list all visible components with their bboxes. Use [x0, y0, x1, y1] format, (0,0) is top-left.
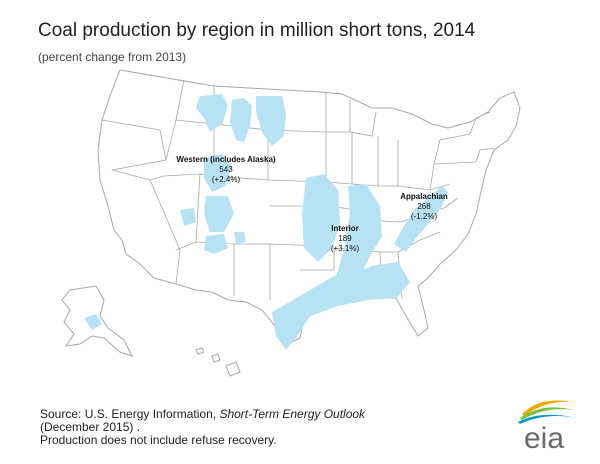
us-coal-map: Western (includes Alaska) 543 (+2.4%) In…: [61, 69, 521, 377]
basin-alaska: [84, 314, 102, 330]
basin-wyoming: [204, 154, 232, 192]
logo-swoosh-blue: [518, 414, 576, 424]
western-region-value: 543: [219, 165, 233, 174]
basin-colorado: [204, 196, 234, 232]
source-date: (December 2015) .: [40, 420, 141, 434]
source-report-title: Short-Term Energy Outlook: [219, 407, 366, 421]
basin-williston: [256, 96, 286, 146]
appalachian-region-name: Appalachian: [400, 192, 448, 201]
source-line-1: Source: U.S. Energy Information, Short-T…: [40, 408, 365, 421]
logo-swoosh-green: [520, 407, 574, 420]
interior-region-change: (+3.1%): [331, 244, 360, 253]
logo-text: eia: [524, 422, 564, 454]
hawaii-outline: [195, 347, 241, 377]
basin-raton: [234, 232, 246, 244]
interior-region-value: 189: [338, 234, 352, 243]
eia-logo: eia: [518, 400, 576, 454]
western-region-change: (+2.4%): [212, 175, 241, 184]
basin-powder-river: [230, 98, 252, 142]
interior-region-label: Interior 189 (+3.1%): [331, 224, 360, 253]
western-region-label: Western (includes Alaska) 543 (+2.4%): [176, 155, 275, 184]
basin-san-juan: [204, 234, 228, 254]
basin-montana: [196, 94, 228, 132]
basin-western-interior: [334, 184, 382, 292]
interior-region-name: Interior: [331, 224, 359, 233]
basin-appalachian: [394, 186, 448, 252]
logo-swoosh-orange: [522, 400, 572, 416]
basin-utah: [180, 208, 196, 226]
map-subtitle: (percent change from 2013): [38, 50, 187, 64]
appalachian-region-value: 268: [417, 202, 431, 211]
coal-basins: [84, 94, 448, 350]
basin-gulf: [272, 262, 410, 350]
map-title: Coal production by region in million sho…: [38, 20, 476, 41]
source-prefix: Source: U.S. Energy Information,: [40, 407, 217, 421]
production-note: Production does not include refuse recov…: [40, 433, 277, 447]
appalachian-region-label: Appalachian 268 (-1.2%): [400, 192, 448, 221]
source-note: Source: U.S. Energy Information, Short-T…: [40, 408, 365, 447]
appalachian-region-change: (-1.2%): [411, 212, 438, 221]
basin-illinois: [302, 174, 340, 262]
western-region-name: Western (includes Alaska): [176, 155, 275, 164]
